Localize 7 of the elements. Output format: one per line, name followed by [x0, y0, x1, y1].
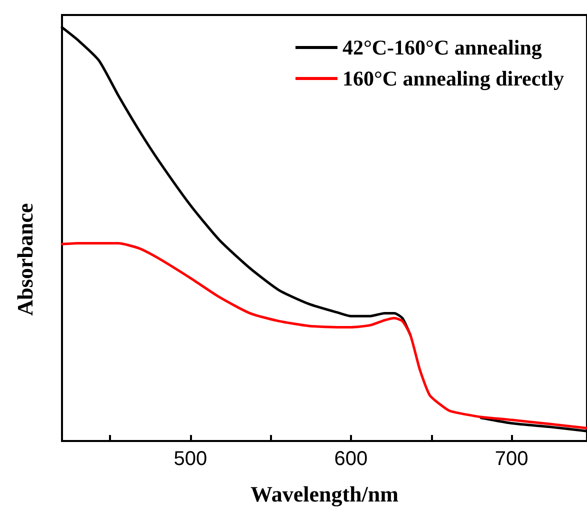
x-tick-label: 500 — [174, 448, 208, 470]
x-tick-label: 600 — [334, 448, 368, 470]
y-axis-title: Absorbance — [12, 203, 38, 316]
legend-label: 42°C-160°C annealing — [342, 36, 542, 60]
x-tick-label: 700 — [494, 448, 528, 470]
x-axis-title: Wavelength/nm — [250, 482, 398, 506]
legend-label: 160°C annealing directly — [342, 66, 564, 90]
